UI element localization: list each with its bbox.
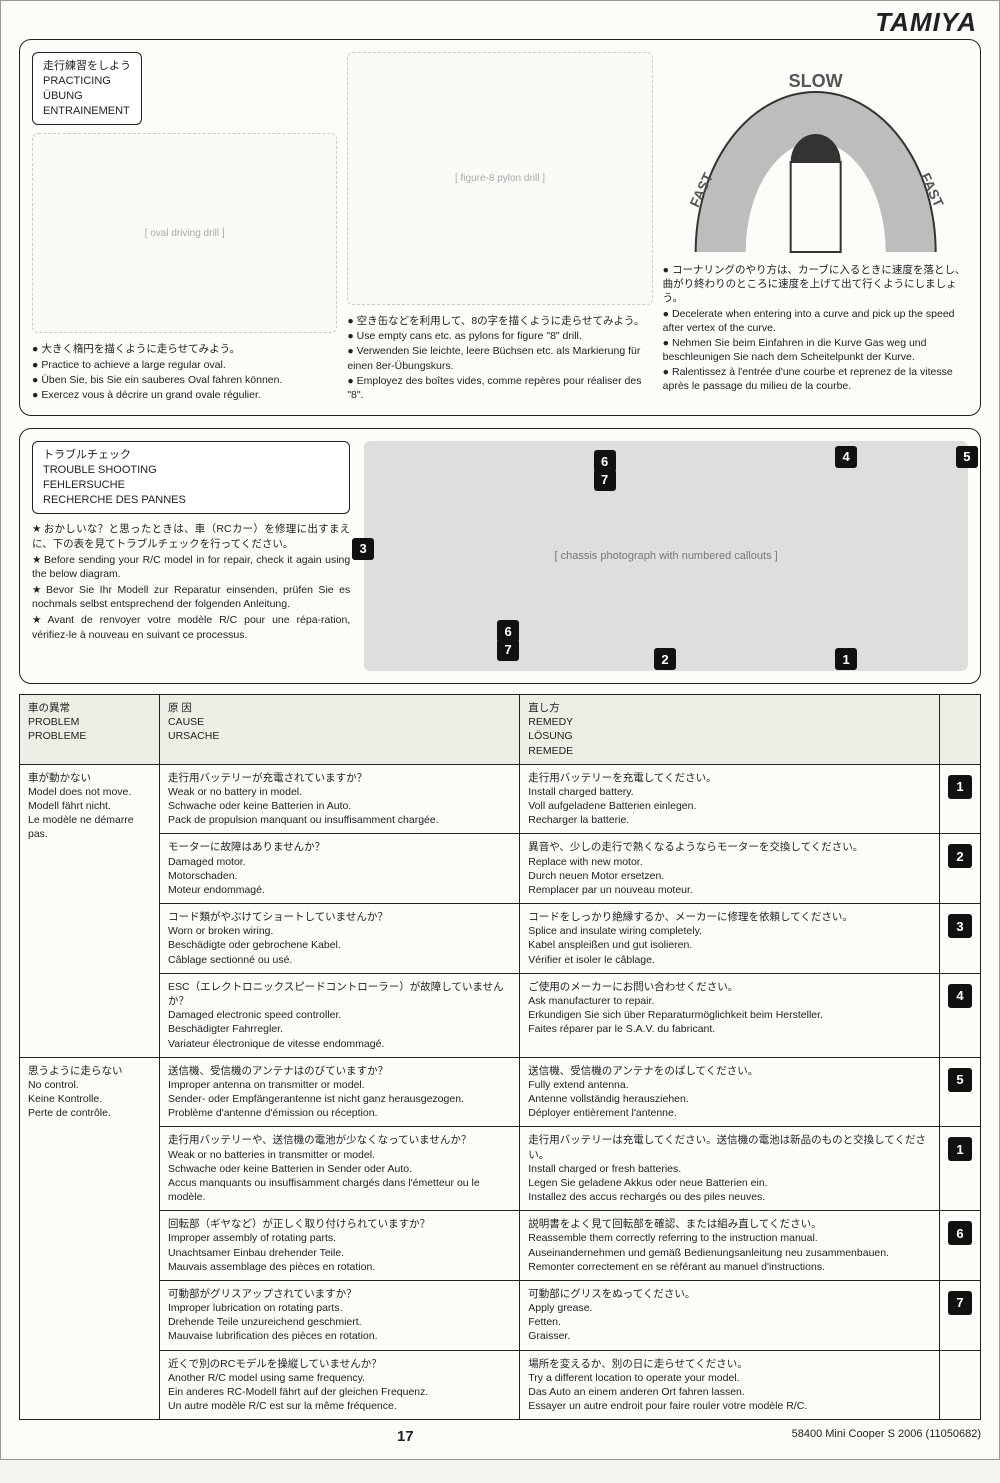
table-row: コード類がやぶけてショートしていませんか？Worn or broken wiri…	[20, 904, 981, 974]
remedy-cell: 場所を変えるか、別の日に走らせてください。Try a different loc…	[520, 1350, 940, 1420]
bullet: Nehmen Sie beim Einfahren in die Kurve G…	[663, 336, 968, 364]
oval-illustration: [ oval driving drill ]	[32, 133, 337, 333]
bullet: Employez des boîtes vides, comme repères…	[347, 374, 652, 402]
bullet: Üben Sie, bis Sie ein sauberes Oval fahr…	[32, 373, 337, 387]
problem-cell: 車が動かないModel does not move.Modell fährt n…	[20, 764, 160, 1057]
callout-badge: 7	[594, 469, 616, 491]
num-cell: 2	[940, 834, 981, 904]
table-row: 思うように走らないNo control.Keine Kontrolle.Pert…	[20, 1057, 981, 1127]
th-problem: 車の異常 PROBLEM PROBLEME	[20, 695, 160, 765]
num-cell: 1	[940, 1127, 981, 1211]
intro-line: Before sending your R/C model in for rep…	[32, 553, 350, 581]
th-remedy: 直し方 REMEDY LÖSUNG REMEDE	[520, 695, 940, 765]
troubleshoot-panel: トラブルチェック TROUBLE SHOOTING FEHLERSUCHE RE…	[19, 428, 981, 684]
remedy-cell: 送信機、受信機のアンテナをのばしてください。Fully extend anten…	[520, 1057, 940, 1127]
table-row: ESC（エレクトロニックスピードコントローラー）が故障していませんか？Damag…	[20, 973, 981, 1057]
table-row: 走行用バッテリーや、送信機の電池が少なくなっていませんか？Weak or no …	[20, 1127, 981, 1211]
bullet: 空き缶などを利用して、8の字を描くように走らせてみよう。	[347, 314, 652, 328]
remedy-cell: コードをしっかり絶縁するか、メーカーに修理を依頼してください。Splice an…	[520, 904, 940, 974]
page-number: 17	[397, 1428, 414, 1445]
callout-badge: 5	[956, 446, 978, 468]
intro-line: おかしいな？と思ったときは、車（RCカー）を修理に出すまえに、下の表を見てトラブ…	[32, 522, 350, 550]
table-row: 回転部（ギヤなど）が正しく取り付けられていますか？Improper assemb…	[20, 1211, 981, 1281]
th-num	[940, 695, 981, 765]
chassis-photo: [ chassis photograph with numbered callo…	[364, 441, 968, 671]
bullet: Decelerate when entering into a curve an…	[663, 307, 968, 335]
bullet: Exercez vous à décrire un grand ovale ré…	[32, 388, 337, 402]
remedy-cell: 説明書をよく見て回転部を確認、または組み直してください。Reassemble t…	[520, 1211, 940, 1281]
practice-de: ÜBUNG	[43, 89, 131, 104]
cause-cell: 近くで別のRCモデルを操縦していませんか？Another R/C model u…	[160, 1350, 520, 1420]
callout-badge: 2	[654, 648, 676, 670]
cause-cell: モーターに故障はありませんか？Damaged motor.Motorschade…	[160, 834, 520, 904]
bullet: Ralentissez à l'entrée d'une courbe et r…	[663, 365, 968, 393]
problem-cell: 思うように走らないNo control.Keine Kontrolle.Pert…	[20, 1057, 160, 1420]
col1-bullets: 大きく楕円を描くように走らせてみよう。 Practice to achieve …	[32, 341, 337, 403]
cause-cell: 送信機、受信機のアンテナはのびていますか？Improper antenna on…	[160, 1057, 520, 1127]
svg-text:SLOW: SLOW	[788, 71, 842, 91]
th-cause: 原 因 CAUSE URSACHE	[160, 695, 520, 765]
practice-label-box: 走行練習をしよう PRACTICING ÜBUNG ENTRAINEMENT	[32, 52, 142, 125]
num-cell	[940, 1350, 981, 1420]
cause-cell: 可動部がグリスアップされていますか？Improper lubrication o…	[160, 1280, 520, 1350]
callout-badge: 1	[835, 648, 857, 670]
trouble-table: 車の異常 PROBLEM PROBLEME 原 因 CAUSE URSACHE …	[19, 694, 981, 1420]
cause-cell: コード類がやぶけてショートしていませんか？Worn or broken wiri…	[160, 904, 520, 974]
practice-en: PRACTICING	[43, 74, 131, 89]
callout-badge: 3	[352, 538, 374, 560]
cause-cell: 走行用バッテリーや、送信機の電池が少なくなっていませんか？Weak or no …	[160, 1127, 520, 1211]
callout-badge: 7	[497, 639, 519, 661]
intro-line: Bevor Sie Ihr Modell zur Reparatur einse…	[32, 583, 350, 611]
bullet: Use empty cans etc. as pylons for figure…	[347, 329, 652, 343]
num-cell: 5	[940, 1057, 981, 1127]
cause-cell: ESC（エレクトロニックスピードコントローラー）が故障していませんか？Damag…	[160, 973, 520, 1057]
remedy-cell: 異音や、少しの走行で熱くなるようならモーターを交換してください。Replace …	[520, 834, 940, 904]
trouble-en: TROUBLE SHOOTING	[43, 463, 339, 478]
intro-line: Avant de renvoyer votre modèle R/C pour …	[32, 613, 350, 641]
practice-fr: ENTRAINEMENT	[43, 104, 131, 119]
brand-logo: TAMIYA	[875, 7, 977, 38]
cause-cell: 走行用バッテリーが充電されていますか？Weak or no battery in…	[160, 764, 520, 834]
num-cell: 3	[940, 904, 981, 974]
bullet: Practice to achieve a large regular oval…	[32, 358, 337, 372]
trouble-de: FEHLERSUCHE	[43, 478, 339, 493]
bullet: Verwenden Sie leichte, leere Büchsen etc…	[347, 344, 652, 372]
table-row: 車が動かないModel does not move.Modell fährt n…	[20, 764, 981, 834]
num-cell: 4	[940, 973, 981, 1057]
col3-bullets: コーナリングのやり方は、カーブに入るときに速度を落とし、曲がり終わりのところに速…	[663, 262, 968, 395]
table-row: モーターに故障はありませんか？Damaged motor.Motorschade…	[20, 834, 981, 904]
practice-panel: 走行練習をしよう PRACTICING ÜBUNG ENTRAINEMENT […	[19, 39, 981, 416]
table-row: 近くで別のRCモデルを操縦していませんか？Another R/C model u…	[20, 1350, 981, 1420]
num-cell: 7	[940, 1280, 981, 1350]
num-cell: 1	[940, 764, 981, 834]
col2-bullets: 空き缶などを利用して、8の字を描くように走らせてみよう。 Use empty c…	[347, 313, 652, 403]
remedy-cell: ご使用のメーカーにお問い合わせください。Ask manufacturer to …	[520, 973, 940, 1057]
callout-badge: 4	[835, 446, 857, 468]
remedy-cell: 走行用バッテリーを充電してください。Install charged batter…	[520, 764, 940, 834]
num-cell: 6	[940, 1211, 981, 1281]
cause-cell: 回転部（ギヤなど）が正しく取り付けられていますか？Improper assemb…	[160, 1211, 520, 1281]
figure8-illustration: [ figure-8 pylon drill ]	[347, 52, 652, 305]
curve-arch-illustration: SLOW FAST FAST	[663, 52, 968, 262]
page-footer: 17 58400 Mini Cooper S 2006 (11050682)	[19, 1428, 981, 1445]
doc-code: 58400 Mini Cooper S 2006 (11050682)	[792, 1428, 981, 1445]
trouble-fr: RECHERCHE DES PANNES	[43, 493, 339, 508]
remedy-cell: 可動部にグリスをぬってください。Apply grease.Fetten.Grai…	[520, 1280, 940, 1350]
table-row: 可動部がグリスアップされていますか？Improper lubrication o…	[20, 1280, 981, 1350]
trouble-jp: トラブルチェック	[43, 448, 339, 463]
trouble-label-box: トラブルチェック TROUBLE SHOOTING FEHLERSUCHE RE…	[32, 441, 350, 514]
remedy-cell: 走行用バッテリーは充電してください。送信機の電池は新品のものと交換してください。…	[520, 1127, 940, 1211]
practice-jp: 走行練習をしよう	[43, 59, 131, 74]
bullet: コーナリングのやり方は、カーブに入るときに速度を落とし、曲がり終わりのところに速…	[663, 263, 968, 306]
trouble-intro: おかしいな？と思ったときは、車（RCカー）を修理に出すまえに、下の表を見てトラブ…	[32, 522, 350, 641]
bullet: 大きく楕円を描くように走らせてみよう。	[32, 342, 337, 356]
